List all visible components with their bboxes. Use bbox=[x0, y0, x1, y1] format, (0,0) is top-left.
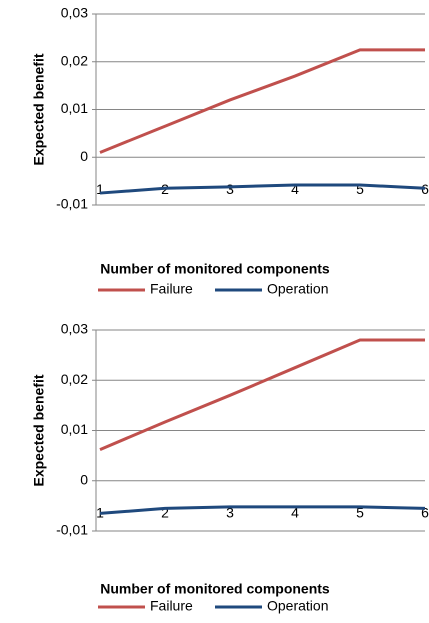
y-tick-label: 0,01 bbox=[61, 100, 88, 116]
y-tick-label: -0,01 bbox=[56, 196, 88, 212]
x-tick-label: 3 bbox=[226, 504, 234, 520]
y-tick-label: 0 bbox=[80, 148, 88, 164]
legend-label: Operation bbox=[267, 598, 328, 614]
series-line bbox=[99, 505, 426, 515]
x-axis-title: Number of monitored components bbox=[100, 581, 330, 597]
x-tick-label: 2 bbox=[161, 504, 169, 520]
legend-label: Failure bbox=[150, 598, 193, 614]
y-axis-title: Expected benefit bbox=[31, 374, 47, 486]
series-line bbox=[99, 48, 425, 154]
y-axis-title: Expected benefit bbox=[31, 53, 47, 165]
x-axis-title: Number of monitored components bbox=[100, 261, 330, 277]
y-tick-label: 0,01 bbox=[61, 421, 88, 437]
y-tick-label: 0,03 bbox=[61, 5, 88, 21]
x-tick-label: 4 bbox=[291, 504, 299, 520]
x-tick-label: 6 bbox=[421, 181, 429, 197]
series-line bbox=[99, 183, 426, 195]
y-tick-label: 0 bbox=[80, 471, 88, 487]
x-tick-label: 5 bbox=[356, 504, 364, 520]
x-tick-label: 6 bbox=[421, 504, 429, 520]
y-tick-label: 0,02 bbox=[61, 371, 88, 387]
y-tick-label: -0,01 bbox=[56, 522, 88, 538]
x-tick-label: 5 bbox=[356, 181, 364, 197]
y-tick-label: 0,03 bbox=[61, 321, 88, 337]
series-line bbox=[99, 338, 425, 451]
y-tick-label: 0,02 bbox=[61, 52, 88, 68]
x-tick-label: 4 bbox=[291, 181, 299, 197]
legend-label: Operation bbox=[267, 281, 328, 297]
legend-label: Failure bbox=[150, 281, 193, 297]
x-tick-label: 1 bbox=[96, 181, 104, 197]
x-tick-label: 3 bbox=[226, 181, 234, 197]
